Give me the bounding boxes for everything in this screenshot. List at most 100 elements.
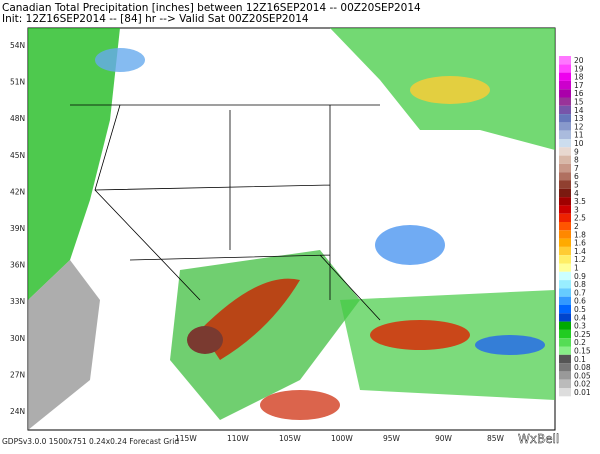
legend-swatch [559, 280, 571, 289]
legend-label: 4 [574, 189, 579, 198]
legend-swatch [559, 263, 571, 272]
legend-label: 14 [574, 106, 584, 115]
lon-label: 110W [227, 434, 249, 443]
legend-swatch [559, 172, 571, 181]
legend-swatch [559, 130, 571, 139]
legend-label: 1.8 [574, 230, 586, 239]
legend-swatch [559, 205, 571, 214]
legend-label: 0.1 [574, 355, 586, 364]
lat-label: 27N [10, 370, 25, 379]
legend-label: 19 [574, 64, 584, 73]
legend-label: 18 [574, 73, 584, 82]
legend-label: 0.25 [574, 330, 591, 339]
legend-swatch [559, 97, 571, 106]
legend-swatch [559, 305, 571, 314]
legend-swatch [559, 379, 571, 388]
lon-label: 95W [383, 434, 401, 443]
legend-label: 8 [574, 156, 579, 165]
legend-swatch [559, 354, 571, 364]
legend-label: 1.6 [574, 239, 586, 248]
legend-label: 1 [574, 264, 579, 273]
lat-label: 45N [10, 151, 25, 160]
legend-swatch [559, 230, 571, 239]
legend-swatch [559, 238, 571, 247]
legend-swatch [559, 105, 571, 115]
legend-label: 16 [574, 89, 584, 98]
legend-swatch [559, 338, 571, 347]
lon-label: 105W [279, 434, 301, 443]
legend-swatch [559, 222, 571, 231]
legend-swatch [559, 313, 571, 322]
map-area [27, 27, 556, 431]
legend-label: 3.5 [574, 197, 586, 206]
legend-swatch [559, 197, 571, 206]
legend-label: 0.15 [574, 347, 591, 356]
legend-swatch [559, 89, 571, 98]
legend-label: 5 [574, 181, 579, 190]
legend-label: 12 [574, 122, 584, 131]
legend-label: 0.05 [574, 371, 591, 380]
legend-swatch [559, 155, 571, 164]
legend-swatch [559, 114, 571, 123]
legend-label: 0.5 [574, 305, 586, 314]
lat-label: 24N [10, 407, 25, 416]
legend-swatch [559, 139, 571, 148]
legend-label: 1.4 [574, 247, 586, 256]
legend-swatch [559, 213, 571, 222]
legend-label: 17 [574, 81, 584, 90]
legend-label: 3 [574, 205, 579, 214]
legend-swatch [559, 255, 571, 264]
legend-label: 13 [574, 114, 584, 123]
legend-label: 0.8 [574, 280, 586, 289]
legend-label: 9 [574, 147, 579, 156]
legend-label: 0.4 [574, 313, 586, 322]
lon-label: 90W [435, 434, 453, 443]
legend-swatch [559, 163, 571, 173]
legend-label: 10 [574, 139, 584, 148]
logo: WxBell [518, 432, 559, 446]
colorbar: 20191817161514131211109876543.532.521.81… [559, 56, 591, 397]
lat-label: 33N [10, 297, 25, 306]
lon-label: 115W [175, 434, 197, 443]
lat-label: 36N [10, 261, 25, 270]
lat-label: 54N [10, 41, 25, 50]
legend-swatch [559, 64, 571, 73]
legend-label: 0.01 [574, 388, 591, 397]
legend-label: 2.5 [574, 214, 586, 223]
legend-swatch [559, 346, 571, 355]
lat-label: 51N [10, 78, 25, 87]
legend-label: 0.2 [574, 338, 586, 347]
lon-label: 85W [487, 434, 505, 443]
title: Canadian Total Precipitation [inches] be… [2, 2, 421, 14]
legend-label: 20 [574, 56, 584, 65]
legend-label: 0.08 [574, 363, 591, 372]
legend-label: 0.7 [574, 288, 586, 297]
legend-swatch [559, 188, 571, 198]
legend-swatch [559, 122, 571, 131]
legend-swatch [559, 296, 571, 305]
legend-swatch [559, 72, 571, 81]
lon-labels: 115W 110W 105W 100W 95W 90W 85W [175, 434, 505, 443]
legend-label: 15 [574, 98, 584, 107]
legend-label: 11 [574, 131, 584, 140]
lat-label: 48N [10, 114, 25, 123]
legend-swatch [559, 246, 571, 256]
lat-label: 30N [10, 334, 25, 343]
lat-labels: 54N 51N 48N 45N 42N 39N 36N 33N 30N 27N 24N [10, 41, 25, 416]
legend-swatch [559, 180, 571, 189]
legend-swatch [559, 321, 571, 330]
legend-label: 2 [574, 222, 579, 231]
legend-swatch [559, 388, 571, 397]
legend-label: 1.2 [574, 255, 586, 264]
lat-label: 39N [10, 224, 25, 233]
legend-swatch [559, 147, 571, 156]
lon-label: 100W [331, 434, 353, 443]
legend-label: 0.9 [574, 272, 586, 281]
legend-swatch [559, 363, 571, 372]
legend-label: 0.02 [574, 380, 591, 389]
legend-swatch [559, 371, 571, 380]
legend-swatch [559, 329, 571, 339]
legend-label: 0.3 [574, 322, 586, 331]
legend-swatch [559, 288, 571, 297]
legend-label: 6 [574, 172, 579, 181]
